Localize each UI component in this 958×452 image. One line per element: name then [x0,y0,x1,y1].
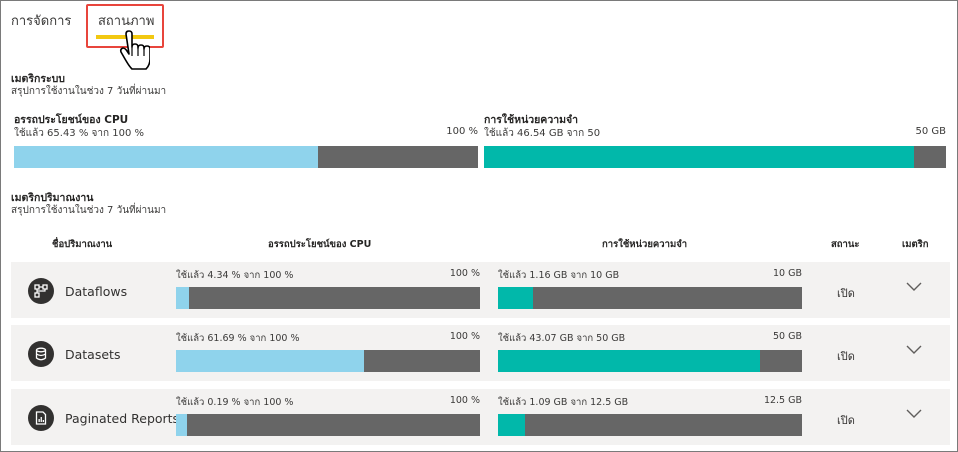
workload-memory-bar-fill [498,414,525,436]
workload-cpu-bar-fill [176,350,364,372]
workload-memory-max: 10 GB [773,268,802,279]
workload-memory-bar-fill [498,350,760,372]
column-header-metrics: เมตริก [902,239,929,250]
workload-memory-bar-fill [498,287,534,309]
column-header-name: ชื่อปริมาณงาน [52,239,113,250]
workload-cpu-used: ใช้แล้ว 4.34 % จาก 100 % [176,270,294,281]
workload-row-datasets: Datasets ใช้แล้ว 61.69 % จาก 100 % 100 %… [11,325,950,381]
system-cpu-bar-fill [14,146,318,168]
column-header-memory: การใช้หน่วยความจำ [602,239,688,250]
system-cpu-bar [14,146,478,168]
system-memory-bar [484,146,946,168]
system-cpu-used: ใช้แล้ว 65.43 % จาก 100 % [14,128,144,139]
chevron-down-icon[interactable] [906,282,922,292]
system-metrics-subtitle: สรุปการใช้งานในช่วง 7 วันที่ผ่านมา [11,86,167,97]
chevron-down-icon[interactable] [906,345,922,355]
hand-cursor-icon [119,30,150,70]
workload-cpu-used: ใช้แล้ว 0.19 % จาก 100 % [176,397,294,408]
workload-memory-used: ใช้แล้ว 1.09 GB จาก 12.5 GB [498,397,629,408]
system-cpu-label: อรรถประโยชน์ของ CPU [14,114,129,126]
tab-active-underline [96,35,154,39]
workload-name: Paginated Reports [65,411,180,426]
column-header-cpu: อรรถประโยชน์ของ CPU [268,239,372,250]
tab-status[interactable]: สถานภาพ [98,14,155,29]
workload-cpu-max: 100 % [449,395,480,406]
workload-memory-bar [498,414,802,436]
dataflow-icon [28,278,54,304]
workload-row-dataflows: Dataflows ใช้แล้ว 4.34 % จาก 100 % 100 %… [11,262,950,318]
workload-metrics-title: เมตริกปริมาณงาน [11,192,94,204]
workload-cpu-bar [176,350,480,372]
column-header-state: สถานะ [831,239,860,250]
system-memory-max: 50 GB [915,126,946,137]
workload-memory-used: ใช้แล้ว 43.07 GB จาก 50 GB [498,333,626,344]
tab-manage[interactable]: การจัดการ [11,14,72,29]
system-cpu-max: 100 % [446,126,478,137]
database-icon [28,341,54,367]
chevron-down-icon[interactable] [906,409,922,419]
workload-state: เปิด [837,414,855,427]
workload-row-paginated-reports: Paginated Reports ใช้แล้ว 0.19 % จาก 100… [11,389,950,445]
system-memory-used: ใช้แล้ว 46.54 GB จาก 50 [484,128,601,139]
system-metrics-title: เมตริกระบบ [11,73,65,85]
workload-metrics-subtitle: สรุปการใช้งานในช่วง 7 วันที่ผ่านมา [11,205,167,216]
workload-memory-bar [498,350,802,372]
workload-cpu-used: ใช้แล้ว 61.69 % จาก 100 % [176,333,300,344]
workload-name: Datasets [65,347,121,362]
workload-name: Dataflows [65,284,128,299]
system-memory-label: การใช้หน่วยความจำ [484,114,579,126]
system-memory-bar-fill [484,146,915,168]
workload-cpu-bar [176,414,480,436]
tab-status-highlight [86,4,164,48]
workload-cpu-max: 100 % [449,331,480,342]
report-icon [28,405,54,431]
workload-cpu-max: 100 % [449,268,480,279]
workload-state: เปิด [837,287,855,300]
workload-cpu-bar [176,287,480,309]
workload-state: เปิด [837,350,855,363]
workload-memory-max: 12.5 GB [763,395,802,406]
workload-memory-bar [498,287,802,309]
workload-memory-max: 50 GB [773,331,802,342]
workload-cpu-bar-fill [176,287,190,309]
workload-cpu-bar-fill [176,414,187,436]
workload-memory-used: ใช้แล้ว 1.16 GB จาก 10 GB [498,270,620,281]
